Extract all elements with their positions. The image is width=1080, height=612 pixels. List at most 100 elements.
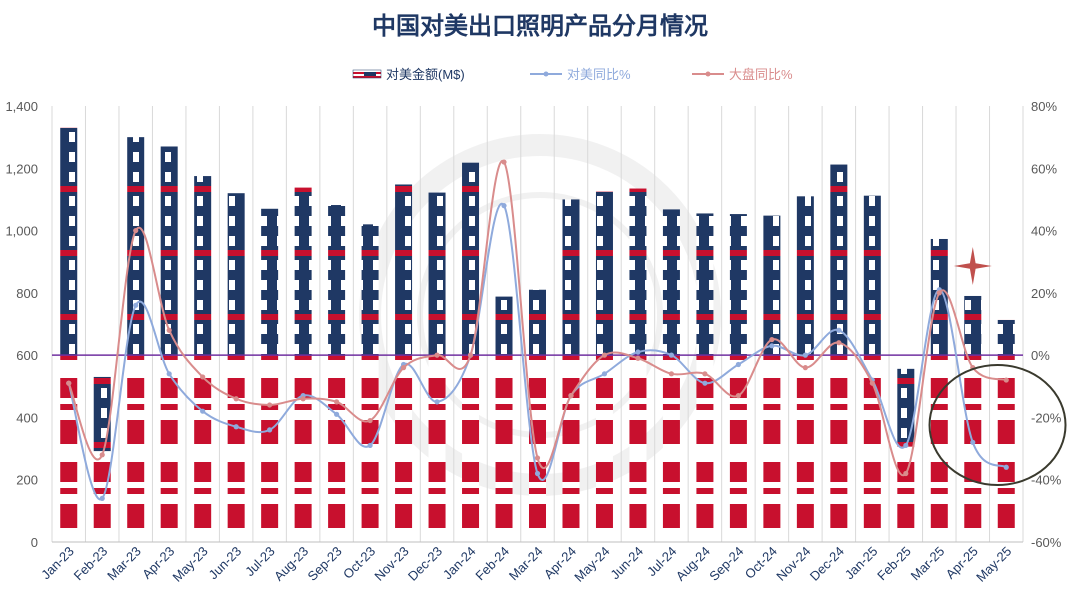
bar-upper <box>562 199 580 356</box>
x-tick-label: Mar-23 <box>104 544 144 584</box>
x-tick-label: Feb-24 <box>472 544 512 584</box>
y-right-tick-label: 20% <box>1031 286 1057 301</box>
series-point-total-yoy <box>200 374 206 380</box>
y-right-tick-label: -40% <box>1031 473 1062 488</box>
series-point-us-yoy <box>903 442 909 449</box>
bar-upper <box>328 205 346 356</box>
series-point-us-yoy <box>501 203 507 209</box>
x-tick-label: Oct-23 <box>340 544 378 582</box>
bar-lower <box>361 355 379 542</box>
series-point-total-yoy <box>802 365 808 371</box>
gridlines <box>51 106 1024 542</box>
y-left-tick-label: 1,200 <box>5 161 38 176</box>
bar-lower <box>462 355 480 542</box>
series-point-us-yoy <box>367 442 373 449</box>
bar-upper <box>796 196 814 356</box>
y-left-tick-label: 1,000 <box>5 224 38 239</box>
bar-upper <box>830 164 848 356</box>
y-left-tick-label: 0 <box>31 535 38 550</box>
bar-lower <box>495 355 513 542</box>
series-point-total-yoy <box>936 290 942 296</box>
series-point-total-yoy <box>367 417 373 424</box>
series-point-total-yoy <box>869 380 875 386</box>
bar-upper <box>428 192 446 356</box>
series-point-total-yoy <box>66 380 72 386</box>
series-point-total-yoy <box>166 327 172 333</box>
series-point-us-yoy <box>267 427 273 433</box>
x-tick-label: Feb-25 <box>874 544 914 584</box>
series-point-us-yoy <box>1003 464 1009 470</box>
circle-annotation <box>928 364 1067 486</box>
bar-lower <box>629 355 647 542</box>
series-point-total-yoy <box>334 399 340 405</box>
y-right-tick-label: -60% <box>1031 535 1062 550</box>
bar-lower <box>529 355 546 542</box>
series-point-total-yoy <box>99 452 105 458</box>
bar-upper <box>997 319 1015 356</box>
x-tick-label: Nov-23 <box>371 544 411 584</box>
bar-upper <box>294 187 312 356</box>
bar-upper <box>662 209 680 356</box>
bar-upper <box>495 296 513 356</box>
y-left-tick-label: 600 <box>16 348 38 363</box>
bar-lower <box>227 355 245 542</box>
x-tick-label: Sep-23 <box>304 544 344 584</box>
bar-upper <box>964 295 982 356</box>
bar-lower <box>796 355 814 542</box>
x-tick-label: Oct-24 <box>742 544 780 582</box>
bar-lower <box>160 355 178 542</box>
series-point-total-yoy <box>267 402 273 408</box>
series-point-us-yoy <box>970 439 976 445</box>
x-tick-label: Jan-24 <box>440 544 479 583</box>
series-point-us-yoy <box>769 343 775 349</box>
x-tick-label: Mar-24 <box>506 544 546 584</box>
bar-upper <box>462 162 480 356</box>
y-right-tick-label: 0% <box>1031 348 1050 363</box>
bar-upper <box>227 193 245 356</box>
bar-lower <box>696 355 714 542</box>
bar-lower <box>127 355 145 542</box>
y-right-tick-label: 60% <box>1031 161 1057 176</box>
series-point-us-yoy <box>601 371 608 377</box>
legend-marker-total-yoy <box>705 71 711 77</box>
y-right-tick-label: -20% <box>1031 410 1062 425</box>
series-point-total-yoy <box>300 396 306 402</box>
chart-title: 中国对美出口照明产品分月情况 <box>372 12 708 40</box>
bar-upper <box>696 213 714 356</box>
bar-lower <box>763 355 781 542</box>
bar-lower <box>662 355 680 542</box>
series-point-total-yoy <box>903 470 909 477</box>
bar-upper <box>763 215 781 356</box>
y-left-tick-label: 200 <box>16 473 38 488</box>
bar-lower <box>328 355 346 542</box>
x-tick-label: Dec-24 <box>807 544 847 584</box>
bars <box>60 127 1015 542</box>
bar-upper <box>60 127 78 356</box>
x-tick-label: Jun-24 <box>607 544 646 583</box>
series-point-total-yoy <box>1003 377 1009 383</box>
bar-upper <box>595 191 613 356</box>
bar-upper <box>194 176 212 356</box>
legend-swatch-bar <box>352 69 382 79</box>
x-tick-label: Sep-24 <box>706 544 746 584</box>
bar-lower <box>830 355 848 542</box>
bar-upper <box>261 208 279 356</box>
series-point-us-yoy <box>534 470 541 477</box>
series-point-total-yoy <box>668 371 675 377</box>
bar-upper <box>361 224 379 356</box>
y-right-tick-label: 40% <box>1031 224 1057 239</box>
series-point-us-yoy <box>166 371 172 377</box>
series-point-total-yoy <box>534 455 541 461</box>
bar-lower <box>261 355 279 542</box>
y-left-tick-label: 1,400 <box>5 99 38 114</box>
x-tick-label: Jun-23 <box>206 544 245 583</box>
bar-upper <box>729 214 747 356</box>
x-tick-label: Feb-23 <box>71 544 111 584</box>
x-tick-label: Mar-25 <box>908 544 948 584</box>
series-point-us-yoy <box>133 302 139 308</box>
bar-upper <box>897 368 915 447</box>
series-point-us-yoy <box>334 411 340 417</box>
bar-lower <box>595 355 613 542</box>
